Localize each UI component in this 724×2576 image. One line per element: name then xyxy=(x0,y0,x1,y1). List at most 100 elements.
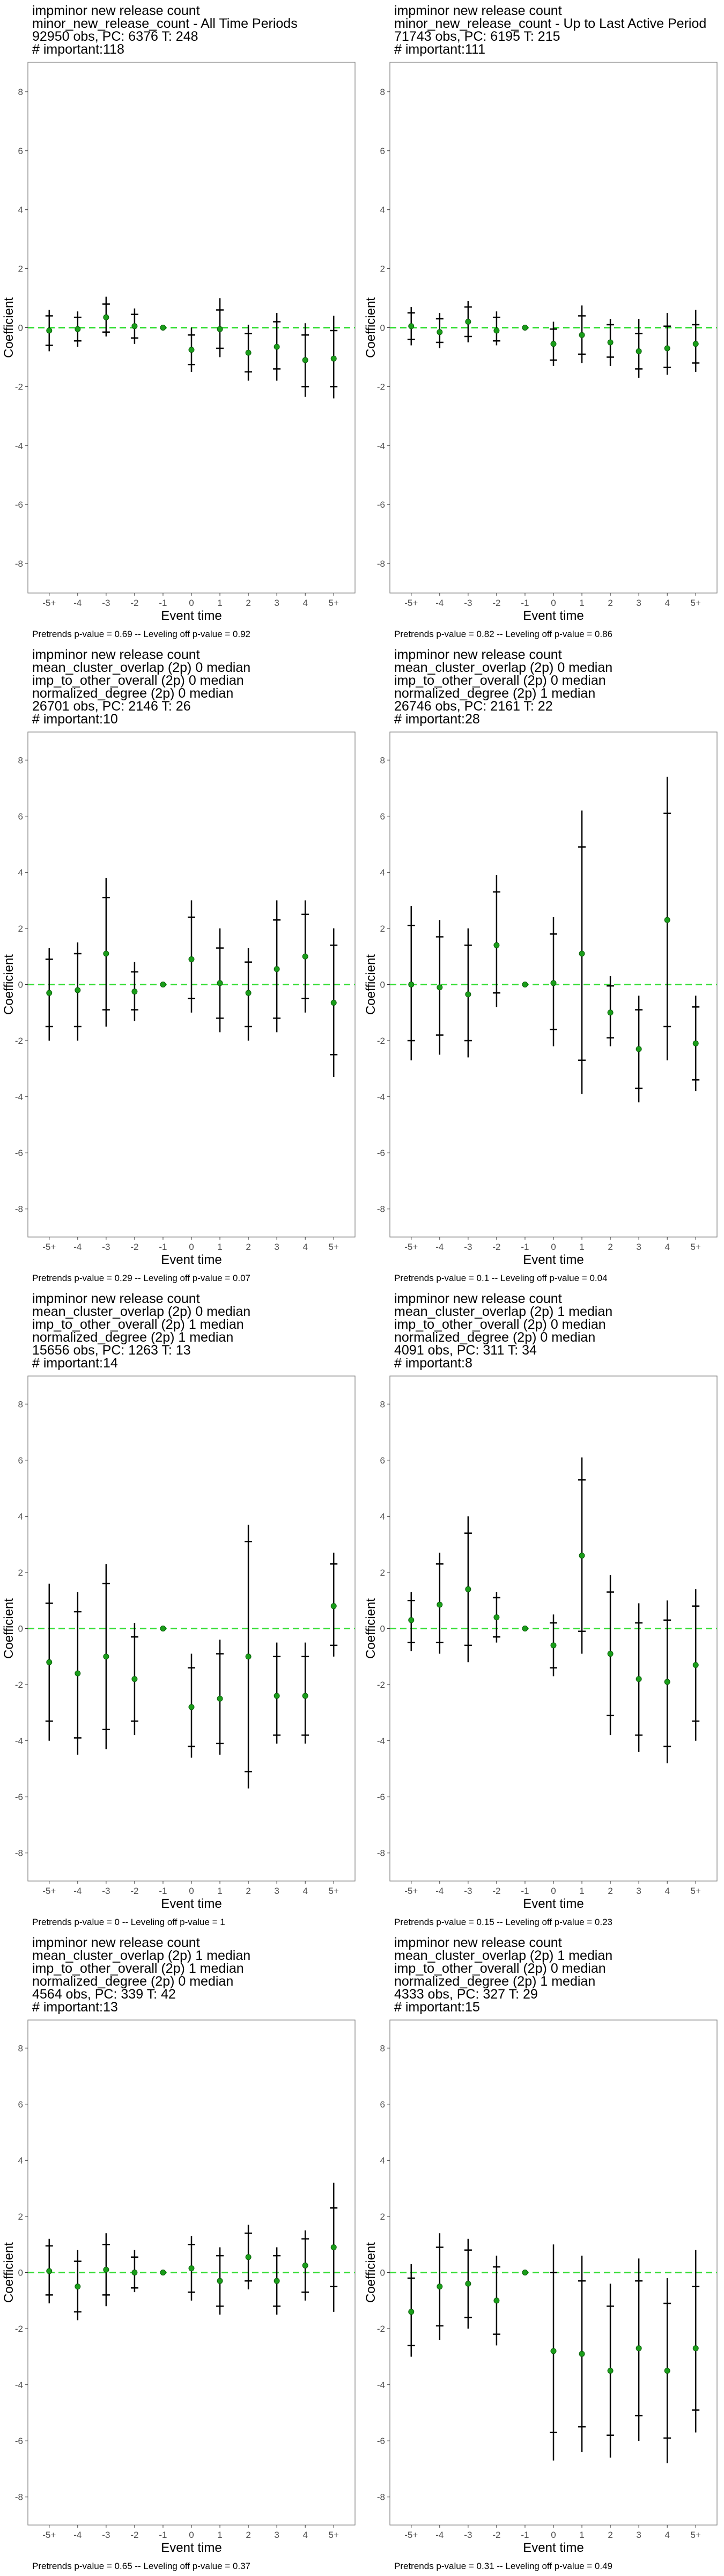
x-tick-label: 2 xyxy=(246,1886,250,1896)
x-tick-label: -3 xyxy=(102,1886,110,1896)
y-tick-label: 0 xyxy=(18,2268,23,2278)
coefficient-point xyxy=(160,325,166,331)
y-axis-title: Coefficient xyxy=(2,297,16,358)
y-tick-label: 8 xyxy=(380,755,385,765)
y-tick-label: 4 xyxy=(18,867,23,877)
coefficient-point xyxy=(550,1642,557,1649)
coefficient-point xyxy=(692,1040,699,1046)
coefficient-point xyxy=(217,980,223,986)
x-tick-label: -1 xyxy=(159,2530,167,2540)
coefficient-point xyxy=(550,2348,557,2354)
y-axis-title: Coefficient xyxy=(2,2242,16,2303)
coefficient-point xyxy=(493,942,500,948)
y-axis-title: Coefficient xyxy=(364,297,378,358)
x-tick-label: -3 xyxy=(102,1242,110,1252)
x-tick-label: -3 xyxy=(102,2530,110,2540)
pvalue-footer: Pretrends p-value = 0.1 -- Leveling off … xyxy=(394,1273,608,1283)
x-tick-label: 0 xyxy=(551,598,556,608)
coefficient-point xyxy=(75,987,81,993)
coefficient-point xyxy=(188,1704,195,1710)
chart-subtitle-line: 26746 obs, PC: 2161 T: 22 xyxy=(394,699,553,714)
x-tick-label: 2 xyxy=(246,598,250,608)
coefficient-point xyxy=(437,329,443,335)
y-tick-label: -2 xyxy=(15,382,23,392)
coefficient-point xyxy=(103,2266,109,2273)
coefficient-point xyxy=(607,339,614,346)
coefficient-point xyxy=(245,349,252,356)
event-study-chart: impminor new release countminor_new_rele… xyxy=(2,3,356,639)
x-tick-label: 0 xyxy=(551,1886,556,1896)
coefficient-point xyxy=(493,327,500,334)
y-tick-label: -4 xyxy=(15,1092,23,1102)
coefficient-point xyxy=(131,1676,138,1682)
x-tick-label: -5+ xyxy=(404,1242,418,1252)
chart-subtitle-line: 4333 obs, PC: 327 T: 29 xyxy=(394,1987,538,2002)
y-tick-label: 0 xyxy=(18,323,23,333)
coefficient-point xyxy=(160,982,166,987)
y-tick-label: 8 xyxy=(380,1399,385,1409)
coefficient-point xyxy=(437,1601,443,1608)
chart-subtitle-line: # important:118 xyxy=(32,42,124,57)
coefficient-point xyxy=(408,323,415,330)
coefficient-point xyxy=(636,2345,642,2352)
y-tick-label: 6 xyxy=(18,811,23,822)
chart-subtitle-line: normalized_degree (2p) 1 median xyxy=(394,686,595,701)
coefficient-point xyxy=(302,2262,308,2268)
chart-subtitle-line: imp_to_other_overall (2p) 1 median xyxy=(32,1317,244,1332)
x-tick-label: 1 xyxy=(579,1886,584,1896)
y-tick-label: -4 xyxy=(377,441,385,451)
x-tick-label: -1 xyxy=(521,2530,529,2540)
x-tick-label: 3 xyxy=(274,2530,279,2540)
y-tick-label: 6 xyxy=(380,1455,385,1466)
x-tick-label: 4 xyxy=(664,1886,669,1896)
coefficient-point xyxy=(636,1676,642,1682)
y-tick-label: -8 xyxy=(377,559,385,569)
coefficient-point xyxy=(522,2270,528,2275)
coefficient-point xyxy=(465,319,471,325)
chart-subtitle-line: # important:13 xyxy=(32,2000,118,2015)
chart-subtitle-line: # important:8 xyxy=(394,1356,472,1371)
y-axis-title: Coefficient xyxy=(2,954,16,1015)
coefficient-point xyxy=(131,323,138,330)
y-tick-label: 2 xyxy=(380,264,385,274)
coefficient-point xyxy=(607,1651,614,1657)
coefficient-point xyxy=(692,1662,699,1668)
x-tick-label: -2 xyxy=(492,2530,500,2540)
x-tick-label: 3 xyxy=(636,598,641,608)
y-tick-label: -8 xyxy=(15,559,23,569)
y-tick-label: 2 xyxy=(18,1568,23,1578)
x-tick-label: -2 xyxy=(492,1886,500,1896)
coefficient-point xyxy=(75,2284,81,2290)
x-tick-label: 5+ xyxy=(329,1886,339,1896)
chart-subtitle-line: mean_cluster_overlap (2p) 0 median xyxy=(32,1304,250,1319)
chart-subtitle-line: imp_to_other_overall (2p) 0 median xyxy=(32,673,244,688)
event-study-chart: impminor new release countmean_cluster_o… xyxy=(2,647,356,1283)
chart-title: impminor new release count xyxy=(32,1935,200,1950)
x-tick-label: -3 xyxy=(464,598,472,608)
chart-subtitle-line: mean_cluster_overlap (2p) 0 median xyxy=(32,660,250,675)
chart-title: impminor new release count xyxy=(394,1291,562,1306)
coefficient-point xyxy=(408,1617,415,1623)
x-tick-label: 2 xyxy=(608,1886,612,1896)
chart-subtitle-line: normalized_degree (2p) 0 median xyxy=(32,1974,233,1989)
x-tick-label: -4 xyxy=(73,598,82,608)
x-tick-label: -2 xyxy=(130,598,138,608)
chart-title: impminor new release count xyxy=(32,3,200,18)
coefficient-point xyxy=(274,1693,280,1699)
y-tick-label: 6 xyxy=(18,146,23,156)
coefficient-point xyxy=(579,950,585,957)
x-tick-label: -1 xyxy=(521,598,529,608)
y-axis-title: Coefficient xyxy=(364,2242,378,2303)
y-tick-label: -6 xyxy=(377,1148,385,1158)
x-tick-label: 4 xyxy=(302,1242,307,1252)
x-tick-label: 3 xyxy=(636,2530,641,2540)
y-tick-label: -6 xyxy=(15,2436,23,2446)
coefficient-point xyxy=(217,326,223,332)
x-tick-label: 2 xyxy=(608,1242,612,1252)
coefficient-point xyxy=(664,345,670,352)
x-tick-label: 3 xyxy=(274,598,279,608)
x-tick-label: 0 xyxy=(551,1242,556,1252)
coefficient-point xyxy=(493,1614,500,1621)
x-tick-label: 0 xyxy=(551,2530,556,2540)
y-tick-label: 6 xyxy=(380,811,385,822)
